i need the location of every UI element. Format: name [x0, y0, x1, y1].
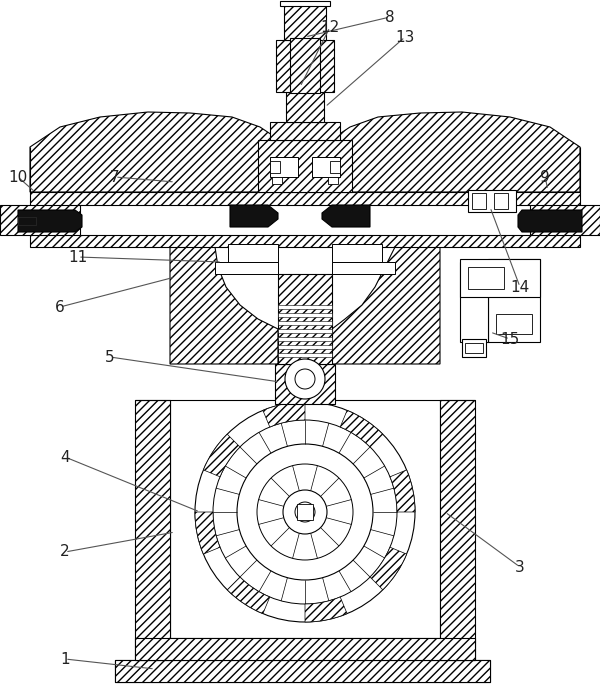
- Bar: [135, 400, 170, 660]
- Polygon shape: [203, 434, 240, 477]
- Polygon shape: [18, 217, 36, 225]
- Bar: [115, 660, 490, 682]
- Bar: [278, 337, 332, 341]
- Bar: [135, 638, 475, 660]
- Bar: [494, 193, 508, 209]
- Bar: [468, 267, 504, 289]
- Circle shape: [213, 420, 397, 604]
- Text: 15: 15: [500, 332, 520, 346]
- Bar: [215, 262, 278, 274]
- Polygon shape: [195, 512, 220, 554]
- Bar: [472, 193, 486, 209]
- Bar: [460, 259, 540, 297]
- Polygon shape: [18, 210, 82, 232]
- Polygon shape: [328, 177, 338, 184]
- Text: 11: 11: [68, 249, 88, 264]
- Bar: [275, 364, 335, 404]
- Circle shape: [285, 359, 325, 399]
- Text: 13: 13: [395, 30, 415, 45]
- Bar: [258, 140, 352, 192]
- Circle shape: [237, 444, 373, 580]
- Text: 9: 9: [540, 170, 550, 185]
- Circle shape: [283, 490, 327, 534]
- Bar: [462, 339, 486, 357]
- Bar: [528, 205, 600, 235]
- Polygon shape: [390, 470, 415, 512]
- Bar: [297, 504, 313, 520]
- Text: 6: 6: [55, 300, 65, 315]
- Text: 14: 14: [511, 280, 530, 295]
- Bar: [270, 122, 340, 140]
- Bar: [270, 157, 298, 177]
- Bar: [0, 205, 82, 235]
- Bar: [284, 2, 326, 40]
- Bar: [276, 40, 334, 92]
- Text: 5: 5: [105, 350, 115, 365]
- Text: 2: 2: [60, 545, 70, 559]
- Circle shape: [257, 464, 353, 560]
- Bar: [278, 329, 332, 333]
- Bar: [278, 305, 332, 309]
- Text: 7: 7: [110, 170, 120, 185]
- Bar: [488, 259, 540, 342]
- Bar: [468, 190, 516, 212]
- Bar: [460, 262, 488, 342]
- Bar: [312, 157, 340, 177]
- Bar: [290, 38, 320, 93]
- Bar: [332, 262, 395, 274]
- Polygon shape: [272, 177, 282, 184]
- Polygon shape: [370, 548, 407, 589]
- Polygon shape: [227, 577, 270, 613]
- Bar: [440, 400, 475, 660]
- Text: 10: 10: [8, 170, 28, 185]
- Circle shape: [195, 402, 415, 622]
- Bar: [228, 244, 278, 262]
- Bar: [278, 274, 332, 364]
- Bar: [465, 343, 483, 353]
- Circle shape: [295, 502, 315, 522]
- Polygon shape: [30, 112, 278, 192]
- Text: 8: 8: [385, 10, 395, 25]
- Polygon shape: [263, 402, 305, 427]
- Circle shape: [295, 369, 315, 389]
- Polygon shape: [332, 112, 580, 192]
- Text: 1: 1: [60, 651, 70, 666]
- Polygon shape: [305, 597, 347, 622]
- Text: 12: 12: [320, 19, 340, 34]
- Bar: [170, 400, 440, 638]
- Polygon shape: [518, 210, 582, 232]
- Bar: [286, 92, 324, 122]
- Polygon shape: [332, 247, 440, 364]
- Bar: [278, 345, 332, 349]
- Bar: [280, 1, 330, 6]
- Bar: [332, 244, 382, 262]
- Bar: [115, 660, 490, 682]
- Bar: [80, 205, 530, 235]
- Text: 4: 4: [60, 449, 70, 464]
- Bar: [278, 313, 332, 317]
- Polygon shape: [230, 205, 278, 227]
- Text: 3: 3: [515, 559, 525, 574]
- Polygon shape: [322, 205, 370, 227]
- Bar: [496, 314, 532, 334]
- Bar: [278, 321, 332, 325]
- Bar: [278, 353, 332, 357]
- Bar: [30, 192, 580, 247]
- Polygon shape: [170, 247, 278, 364]
- Bar: [330, 161, 340, 173]
- Bar: [270, 161, 280, 173]
- Polygon shape: [340, 410, 383, 447]
